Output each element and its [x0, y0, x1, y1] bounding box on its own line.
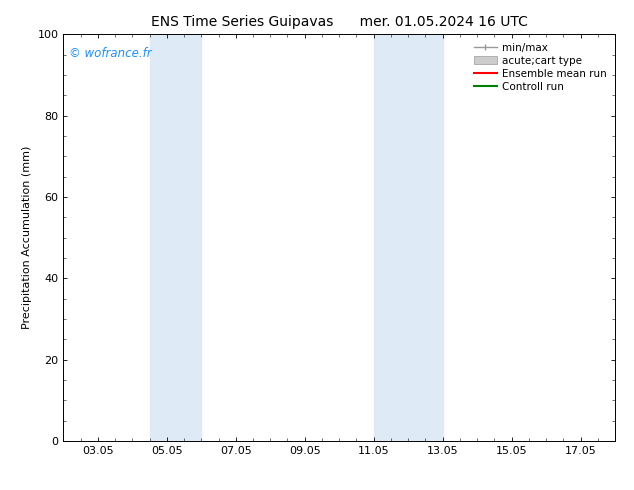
Text: © wofrance.fr: © wofrance.fr [69, 47, 152, 59]
Legend: min/max, acute;cart type, Ensemble mean run, Controll run: min/max, acute;cart type, Ensemble mean … [470, 40, 610, 95]
Y-axis label: Precipitation Accumulation (mm): Precipitation Accumulation (mm) [22, 146, 32, 329]
Title: ENS Time Series Guipavas      mer. 01.05.2024 16 UTC: ENS Time Series Guipavas mer. 01.05.2024… [151, 15, 527, 29]
Bar [373, 34, 443, 441]
Bar [150, 34, 202, 441]
